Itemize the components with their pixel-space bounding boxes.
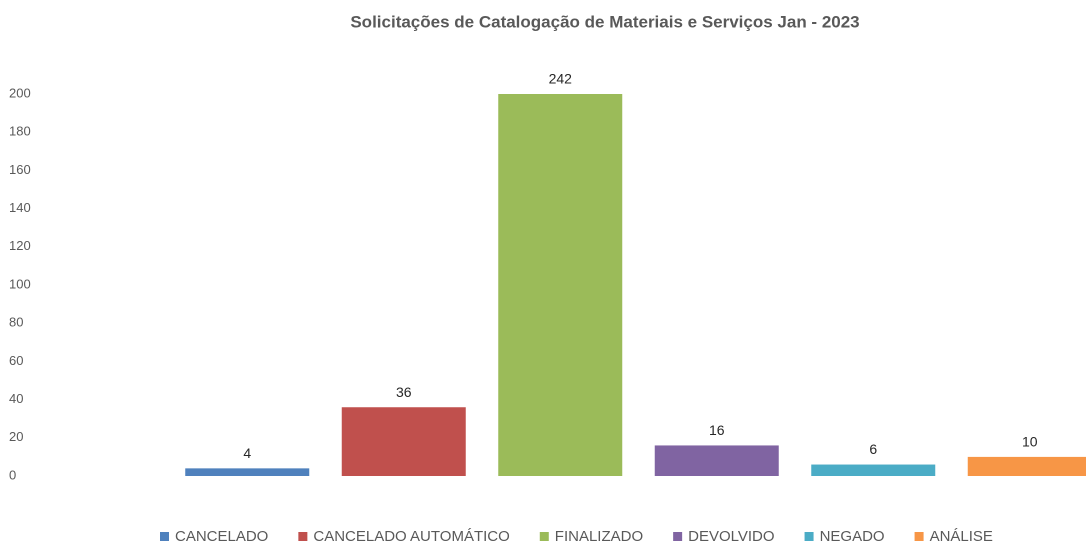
bar — [341, 407, 466, 476]
y-tick-label: 40 — [9, 391, 23, 406]
legend-label: DEVOLVIDO — [688, 528, 774, 545]
legend-label: CANCELADO AUTOMÁTICO — [313, 528, 509, 545]
data-label: 242 — [549, 71, 573, 87]
legend-swatch — [160, 532, 169, 541]
bar — [498, 94, 623, 477]
bar — [185, 468, 310, 476]
legend-label: ANÁLISE — [930, 528, 993, 545]
y-tick-label: 100 — [9, 276, 31, 291]
data-label: 10 — [1022, 434, 1038, 450]
data-label: 4 — [243, 445, 251, 461]
legend-swatch — [914, 532, 924, 541]
y-tick-label: 180 — [9, 124, 31, 139]
y-tick-label: 0 — [9, 467, 16, 482]
y-tick-label: 160 — [9, 162, 31, 177]
data-label: 6 — [869, 441, 877, 457]
legend-swatch — [539, 532, 549, 541]
plot-area — [185, 94, 1086, 477]
bar — [654, 445, 779, 476]
legend-label: NEGADO — [820, 528, 885, 545]
y-tick-label: 20 — [9, 429, 23, 444]
chart-title: Solicitações de Catalogação de Materiais… — [350, 12, 859, 31]
y-tick-label: 120 — [9, 238, 31, 253]
bar — [811, 464, 936, 476]
y-tick-label: 80 — [9, 315, 23, 330]
bar — [967, 456, 1086, 476]
legend-label: FINALIZADO — [555, 528, 643, 545]
legend-swatch — [673, 532, 683, 541]
legend-swatch — [804, 532, 814, 541]
legend-label: CANCELADO — [175, 528, 268, 545]
y-tick-label: 200 — [9, 85, 31, 100]
data-label: 16 — [709, 422, 725, 438]
y-tick-label: 140 — [9, 200, 31, 215]
legend-swatch — [298, 532, 308, 541]
data-label: 36 — [396, 384, 412, 400]
y-tick-label: 60 — [9, 353, 23, 368]
